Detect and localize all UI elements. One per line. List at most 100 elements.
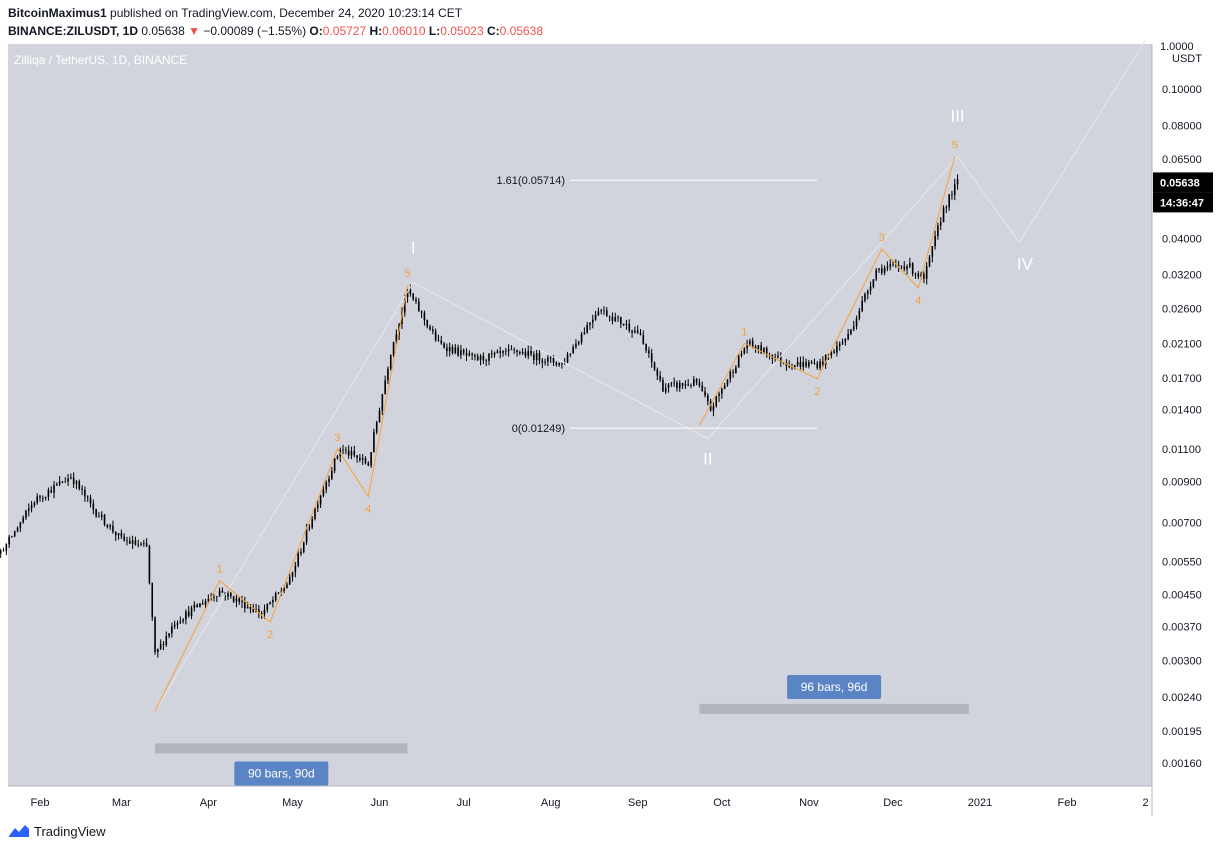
candle-body [39,496,41,499]
candle-body [499,351,501,353]
candle-body [861,300,863,311]
candle-body [70,477,72,479]
candle-body [591,319,594,323]
candle-body [384,380,386,395]
candle-body [794,364,796,368]
candle-body [664,387,667,392]
candle-body [387,368,389,381]
x-tick-label: Apr [200,797,217,809]
candle-body [917,273,920,277]
candle-body [274,593,277,601]
candle-body [833,351,835,353]
chart-title: Zilliqa / TetherUS, 1D, BINANCE [14,53,187,67]
candle-body [437,340,440,341]
candle-body [662,379,664,392]
candle-body [117,533,120,536]
candle-body [502,350,504,353]
candle-body [504,350,507,352]
candle-body [403,297,406,313]
candle-body [533,354,535,361]
countdown-tag-bg [1153,192,1213,213]
candle-body [864,293,866,301]
candle-body [443,343,445,348]
candle-body [555,362,558,365]
y-tick-label: 0.02600 [1162,304,1202,316]
candle-body [903,266,906,270]
time-axis[interactable] [8,786,1152,816]
candle-body [572,347,574,354]
high-label: H: [369,24,383,38]
candle-body [451,346,454,353]
candle-body [154,617,156,652]
candle-body [765,347,768,356]
candle-body [948,194,950,208]
candle-body [603,310,605,312]
y-tick-label: 0.03200 [1162,270,1202,282]
candle-body [490,353,493,355]
candle-body [128,540,131,544]
symbol-label[interactable]: BINANCE:ZILUSDT, 1D [8,24,139,38]
change-value: −0.00089 (−1.55%) [203,24,307,38]
candle-body [288,576,291,585]
candle-body [751,340,754,347]
candle-body [106,524,109,528]
candle-body [852,326,855,330]
candle-body [544,361,546,363]
y-tick-label: 0.02100 [1162,338,1202,350]
candle-body [159,643,162,649]
candle-body [687,384,689,386]
candle-body [392,342,395,355]
sub-wave-label: 5 [952,140,958,152]
candle-body [145,543,148,546]
candle-body [446,347,448,352]
footer-brand[interactable]: TradingView [34,823,106,839]
x-tick-label: Mar [112,797,131,809]
candle-body [134,540,137,545]
candle-body [316,504,319,509]
candle-body [678,382,681,389]
candle-body [252,608,255,613]
candle-body [650,353,653,363]
publisher-name[interactable]: BitcoinMaximus1 [8,6,107,20]
x-tick-label: Nov [799,797,819,809]
candle-body [373,432,375,453]
candle-body [420,311,423,313]
candle-body [56,484,58,486]
plot-area[interactable] [8,44,1152,786]
candle-body [193,604,196,608]
x-tick-label: Feb [31,797,50,809]
candle-body [639,333,642,336]
candle-body [895,264,897,266]
candle-body [342,449,344,451]
candle-body [707,395,709,402]
candle-body [858,310,861,319]
fib-label: 1.61(0.05714) [497,175,566,187]
candle-body [173,624,176,627]
candle-body [712,406,715,411]
candle-body [726,379,729,386]
candle-body [701,385,704,392]
candle-body [283,588,285,592]
footer: TradingView [8,823,106,839]
candle-body [409,289,412,294]
candle-body [844,339,847,342]
price-axis[interactable] [1152,44,1222,786]
candle-body [757,345,760,349]
candle-body [718,393,720,397]
wave-label: III [950,106,964,125]
candle-body [507,349,510,352]
sub-wave-label: 1 [217,564,223,576]
candle-body [631,330,633,333]
candle-body [822,361,824,365]
candle-body [86,496,89,498]
fib-levels: 1.61(0.05714) 0(0.01249) [497,175,817,435]
candle-body [836,346,838,353]
y-tick-label: 0.10000 [1162,84,1202,96]
countdown-tag: 14:36:47 [1160,197,1204,209]
candle-body [314,508,316,520]
candle-body [199,603,201,608]
y-tick-label: 0.00370 [1162,621,1202,633]
candle-body [75,481,78,485]
candle-body [294,565,297,572]
